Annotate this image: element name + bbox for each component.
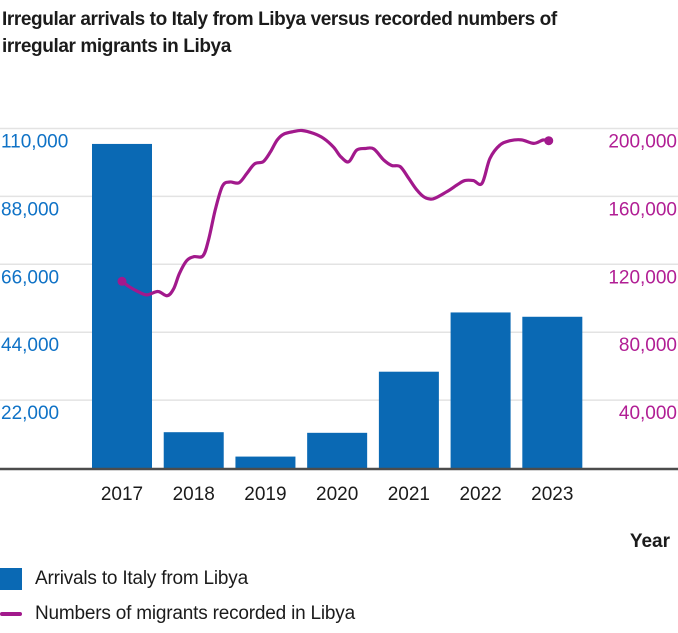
- right-axis-tick-label: 80,000: [619, 335, 677, 356]
- chart-title-line-2: irregular migrants in Libya: [2, 36, 231, 57]
- x-axis-tick-label: 2019: [244, 484, 286, 505]
- bar-2023: [522, 316, 583, 468]
- left-axis-tick-label: 66,000: [1, 267, 59, 288]
- right-axis-tick-label: 160,000: [608, 199, 677, 220]
- line-end-dot: [544, 136, 554, 146]
- left-axis-tick-label: 88,000: [1, 199, 59, 220]
- line-start-dot: [117, 276, 127, 286]
- chart-title-line-1: Irregular arrivals to Italy from Libya v…: [2, 9, 557, 30]
- x-axis-tick-label: 2020: [316, 484, 358, 505]
- x-axis-tick-label: 2021: [388, 484, 430, 505]
- right-axis-tick-label: 40,000: [619, 403, 677, 424]
- legend-item-migrants: Numbers of migrants recorded in Libya: [0, 602, 355, 625]
- chart-title: Irregular arrivals to Italy from Libya v…: [2, 6, 678, 60]
- left-axis-tick-label: 22,000: [1, 403, 59, 424]
- x-axis-title: Year: [630, 531, 671, 552]
- bar-2019: [235, 456, 296, 468]
- legend-label-arrivals: Arrivals to Italy from Libya: [35, 567, 248, 589]
- left-axis-tick-label: 110,000: [1, 132, 68, 153]
- legend-bar-swatch: [0, 567, 22, 590]
- x-axis-tick-label: 2017: [101, 484, 143, 505]
- legend-label-migrants: Numbers of migrants recorded in Libya: [35, 602, 355, 624]
- bar-2018: [163, 432, 224, 468]
- migrants-line: [120, 128, 551, 298]
- chart-canvas: 110,000 200,000 88,000 160,000 66,000 120,000…: [0, 127, 678, 552]
- right-axis-tick-label: 120,000: [608, 267, 677, 288]
- legend-item-arrivals: Arrivals to Italy from Libya: [0, 567, 248, 590]
- bar-2021: [378, 371, 439, 468]
- right-axis-tick-label: 200,000: [608, 132, 677, 153]
- bar-2017: [92, 143, 152, 468]
- left-axis-tick-label: 44,000: [1, 335, 59, 356]
- bar-2022: [450, 312, 511, 468]
- x-axis-tick-label: 2022: [459, 484, 501, 505]
- bar-2020: [307, 432, 368, 468]
- x-axis-tick-label: 2023: [531, 484, 573, 505]
- legend-line-swatch: [0, 611, 22, 616]
- x-axis-tick-label: 2018: [173, 484, 215, 505]
